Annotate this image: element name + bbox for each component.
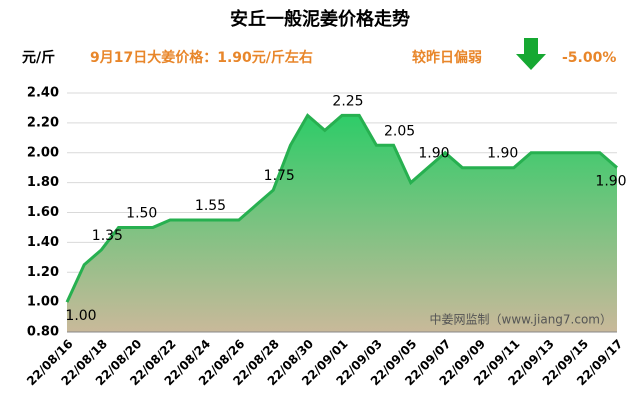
line [65, 113, 618, 303]
value-label: 2.25 [332, 93, 363, 109]
value-label: 1.75 [264, 168, 295, 184]
change: -5.00% [562, 50, 616, 66]
down-arrow [516, 38, 546, 70]
y-tick-label: 1.60 [27, 205, 59, 220]
value-label: 1.55 [195, 198, 226, 214]
watermark: 中姜网监制（www.jiang7.com） [430, 312, 612, 327]
value-label: 1.35 [92, 228, 123, 244]
trend-text: 较昨日偏弱 [412, 49, 482, 66]
y-tick-label: 1.40 [27, 235, 59, 250]
value-label: 2.05 [384, 123, 415, 139]
value-label: 1.50 [126, 205, 157, 221]
y-unit: 元/斤 [22, 49, 55, 66]
value-label: 1.90 [595, 174, 626, 190]
y-tick-label: 1.20 [27, 265, 59, 280]
chart-title: 安丘一般泥姜价格走势 [230, 8, 410, 30]
y-tick-label: 1.00 [27, 295, 59, 310]
value-label: 1.90 [418, 146, 449, 162]
y-tick-label: 2.20 [27, 115, 59, 130]
value-label: 1.00 [65, 308, 96, 324]
area [67, 115, 617, 332]
y-tick-label: 2.00 [27, 145, 59, 160]
value-label: 1.90 [487, 146, 518, 162]
subtitle: 9月17日大姜价格：1.90元/斤左右 [90, 49, 313, 66]
y-tick-label: 1.80 [27, 175, 59, 190]
y-tick-label: 0.80 [27, 325, 59, 340]
y-tick-label: 2.40 [27, 86, 59, 101]
